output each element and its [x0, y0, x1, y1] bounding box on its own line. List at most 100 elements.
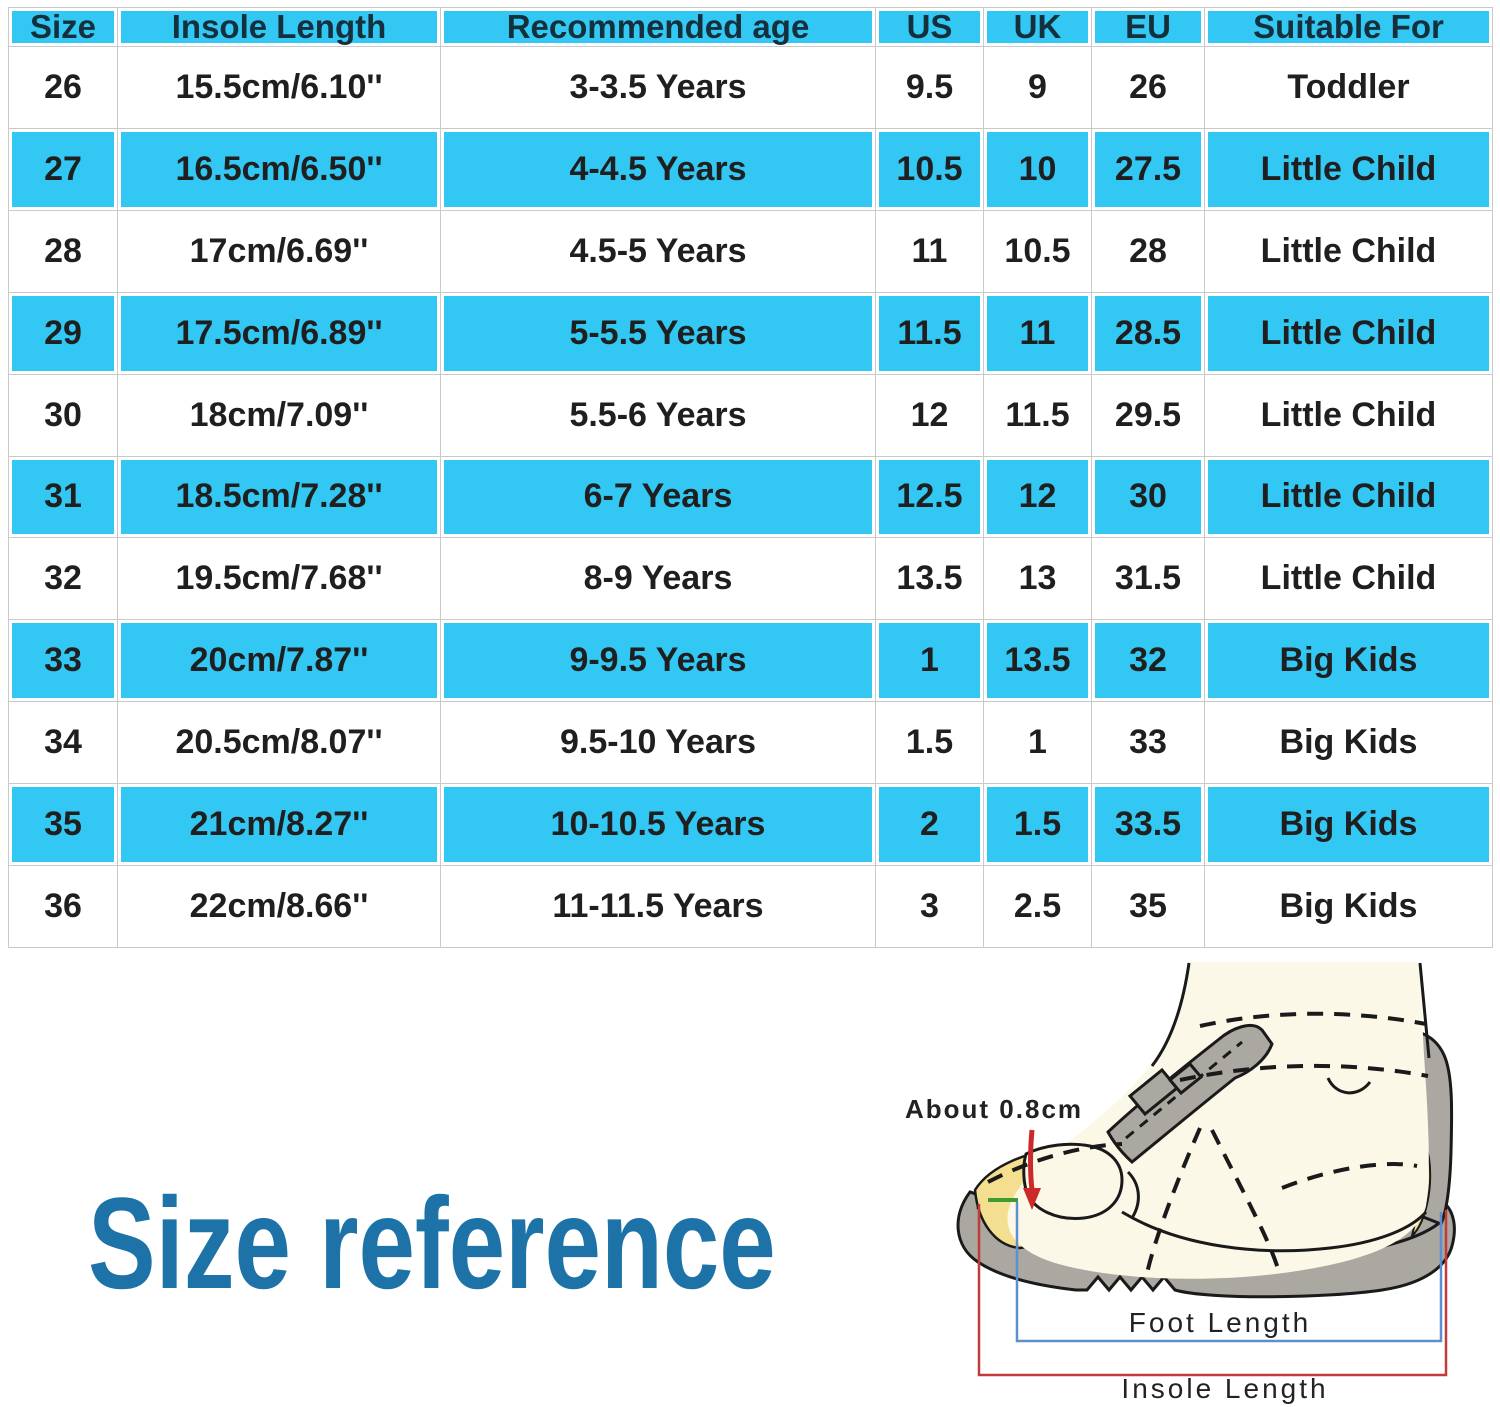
- header-cell-suitable: Suitable For: [1205, 8, 1493, 47]
- cell-eu: 26: [1092, 47, 1205, 129]
- cell-insole: 20cm/7.87'': [118, 620, 441, 703]
- foot-length-label: Foot Length: [1129, 1307, 1311, 1338]
- table-row: 36 22cm/8.66'' 11-11.5 Years 3 2.5 35 Big Kids: [9, 866, 1493, 948]
- cell-insole: 22cm/8.66'': [118, 866, 441, 948]
- size-chart-body: 26 15.5cm/6.10'' 3-3.5 Years 9.5 9 26 Toddler 2…: [9, 47, 1493, 948]
- cell-suitable: Big Kids: [1205, 784, 1493, 867]
- cell-size: 36: [9, 866, 118, 948]
- cell-suitable: Little Child: [1205, 128, 1493, 211]
- cell-uk: 1.5: [984, 784, 1092, 867]
- header-row: Size Insole Length Recommended age US UK EU Su…: [9, 8, 1493, 47]
- header-cell-eu: EU: [1092, 8, 1205, 47]
- cell-uk: 13.5: [984, 620, 1092, 703]
- cell-eu: 27.5: [1092, 128, 1205, 211]
- insole-length-bracket: [977, 1204, 1448, 1377]
- shoe-measurement-diagram: About 0.8cm Foot Length Insole Length: [905, 962, 1456, 1404]
- cell-insole: 16.5cm/6.50'': [118, 128, 441, 211]
- cell-suitable: Big Kids: [1205, 620, 1493, 703]
- cell-uk: 10: [984, 128, 1092, 211]
- cell-age: 11-11.5 Years: [441, 866, 876, 948]
- cell-us: 13.5: [876, 538, 984, 621]
- cell-uk: 13: [984, 538, 1092, 621]
- cell-us: 12.5: [876, 456, 984, 539]
- cell-suitable: Big Kids: [1205, 866, 1493, 948]
- cell-insole: 17cm/6.69'': [118, 210, 441, 293]
- cell-age: 9-9.5 Years: [441, 620, 876, 703]
- size-chart-header: Size Insole Length Recommended age US UK EU Su…: [9, 8, 1493, 47]
- cell-size: 31: [9, 456, 118, 539]
- cell-eu: 35: [1092, 866, 1205, 948]
- toe-crease: [1126, 1170, 1140, 1219]
- cell-suitable: Big Kids: [1205, 702, 1493, 785]
- cell-size: 29: [9, 292, 118, 375]
- cell-size: 34: [9, 702, 118, 785]
- cell-uk: 11.5: [984, 374, 1092, 457]
- header-cell-age: Recommended age: [441, 8, 876, 47]
- cell-suitable: Little Child: [1205, 456, 1493, 539]
- cell-us: 3: [876, 866, 984, 948]
- cell-age: 9.5-10 Years: [441, 702, 876, 785]
- cell-eu: 28.5: [1092, 292, 1205, 375]
- cell-size: 32: [9, 538, 118, 621]
- cell-insole: 19.5cm/7.68'': [118, 538, 441, 621]
- size-chart-table: Size Insole Length Recommended age US UK EU Su…: [8, 7, 1493, 948]
- cell-size: 33: [9, 620, 118, 703]
- header-cell-us: US: [876, 8, 984, 47]
- cell-age: 5.5-6 Years: [441, 374, 876, 457]
- cell-us: 2: [876, 784, 984, 867]
- cell-uk: 9: [984, 47, 1092, 129]
- cell-us: 9.5: [876, 47, 984, 129]
- cell-suitable: Little Child: [1205, 210, 1493, 293]
- header-cell-insole: Insole Length: [118, 8, 441, 47]
- cell-age: 6-7 Years: [441, 456, 876, 539]
- leg-outline-right: [1418, 962, 1431, 1059]
- header-cell-size: Size: [9, 8, 118, 47]
- cell-age: 10-10.5 Years: [441, 784, 876, 867]
- cell-age: 4-4.5 Years: [441, 128, 876, 211]
- cell-suitable: Toddler: [1205, 47, 1493, 129]
- cell-size: 28: [9, 210, 118, 293]
- foot-sole-contact-line: [1121, 1210, 1428, 1253]
- insole-length-label: Insole Length: [1121, 1373, 1328, 1404]
- cell-us: 1.5: [876, 702, 984, 785]
- cell-insole: 18.5cm/7.28'': [118, 456, 441, 539]
- cell-eu: 30: [1092, 456, 1205, 539]
- table-row: 26 15.5cm/6.10'' 3-3.5 Years 9.5 9 26 Toddler: [9, 47, 1493, 129]
- table-row: 34 20.5cm/8.07'' 9.5-10 Years 1.5 1 33 Big Kid…: [9, 702, 1493, 785]
- cell-age: 8-9 Years: [441, 538, 876, 621]
- toe-gap-arrow: [1028, 1129, 1035, 1191]
- cell-uk: 12: [984, 456, 1092, 539]
- cell-uk: 11: [984, 292, 1092, 375]
- cell-insole: 21cm/8.27'': [118, 784, 441, 867]
- cell-eu: 33.5: [1092, 784, 1205, 867]
- cell-suitable: Little Child: [1205, 538, 1493, 621]
- cell-age: 3-3.5 Years: [441, 47, 876, 129]
- cell-age: 5-5.5 Years: [441, 292, 876, 375]
- table-row: 32 19.5cm/7.68'' 8-9 Years 13.5 13 31.5 Little…: [9, 538, 1493, 621]
- cell-eu: 29.5: [1092, 374, 1205, 457]
- foot-length-bracket: [1015, 1202, 1443, 1343]
- leg-outline-left: [1150, 962, 1191, 1067]
- page-title: Size reference: [88, 1170, 776, 1316]
- cell-eu: 28: [1092, 210, 1205, 293]
- cell-us: 12: [876, 374, 984, 457]
- cell-suitable: Little Child: [1205, 292, 1493, 375]
- cell-us: 11: [876, 210, 984, 293]
- ankle-smile-line: [1326, 1077, 1372, 1095]
- table-row: 35 21cm/8.27'' 10-10.5 Years 2 1.5 33.5 Big Ki…: [9, 784, 1493, 867]
- cell-insole: 20.5cm/8.07'': [118, 702, 441, 785]
- cell-size: 27: [9, 128, 118, 211]
- table-row: 30 18cm/7.09'' 5.5-6 Years 12 11.5 29.5 Little…: [9, 374, 1493, 457]
- cell-insole: 18cm/7.09'': [118, 374, 441, 457]
- cell-eu: 32: [1092, 620, 1205, 703]
- cell-uk: 2.5: [984, 866, 1092, 948]
- table-row: 28 17cm/6.69'' 4.5-5 Years 11 10.5 28 Little C…: [9, 210, 1493, 293]
- table-row: 31 18.5cm/7.28'' 6-7 Years 12.5 12 30 Little C…: [9, 456, 1493, 539]
- cell-suitable: Little Child: [1205, 374, 1493, 457]
- table-row: 33 20cm/7.87'' 9-9.5 Years 1 13.5 32 Big Kids: [9, 620, 1493, 703]
- cell-uk: 1: [984, 702, 1092, 785]
- cell-eu: 33: [1092, 702, 1205, 785]
- cell-uk: 10.5: [984, 210, 1092, 293]
- header-cell-uk: UK: [984, 8, 1092, 47]
